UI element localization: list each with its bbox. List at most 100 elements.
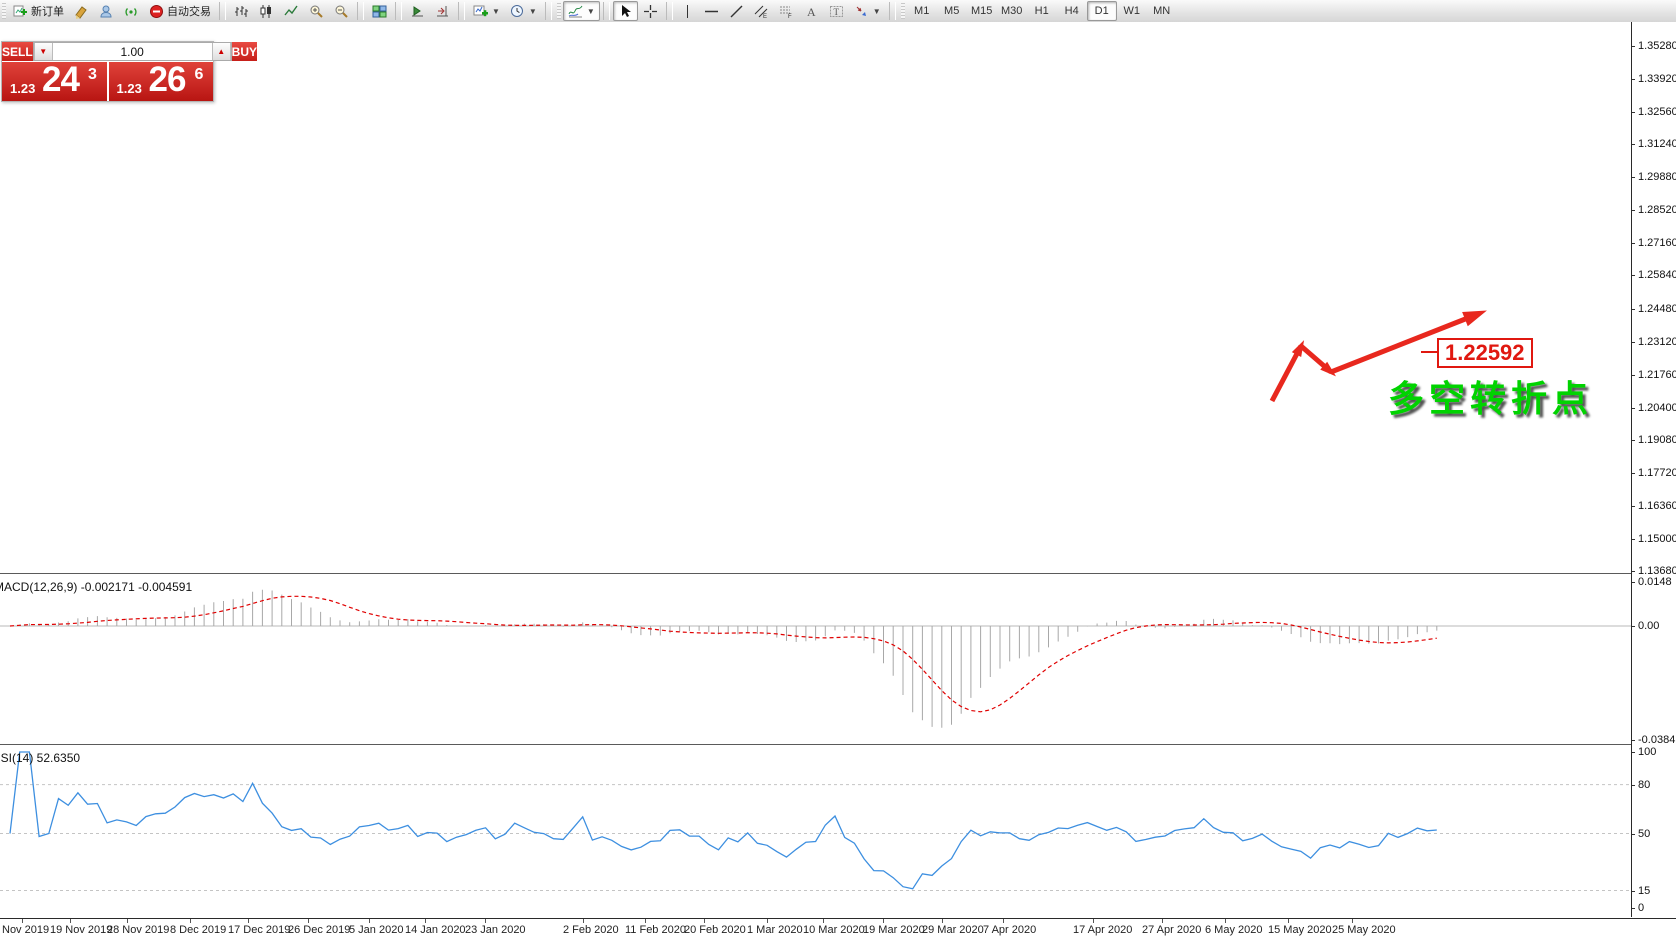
new-order-button[interactable]: 新订单 [8, 1, 69, 21]
axis-tick [1632, 539, 1635, 540]
line-chart-button[interactable] [279, 1, 304, 21]
candlestick-chart-button[interactable] [254, 1, 279, 21]
date-tick [127, 919, 128, 923]
axis-tick [1632, 46, 1635, 47]
timeframe-H1[interactable]: H1 [1034, 5, 1049, 17]
horizontal-line-icon [704, 10, 718, 12]
main-toolbar: 新订单 自动交易 [0, 0, 1676, 23]
timeframe-MN[interactable]: MN [1153, 5, 1171, 17]
sell-price-big: 24 [42, 62, 80, 99]
date-label: 17 Dec 2019 [228, 924, 291, 936]
autotrade-icon [150, 4, 163, 18]
period-selector-button[interactable]: ▼ [505, 1, 542, 21]
tile-windows-button[interactable] [367, 1, 392, 21]
toolbar-grip[interactable] [556, 3, 561, 19]
volume-input[interactable] [52, 43, 212, 60]
equidistant-channel-icon: E [754, 5, 768, 19]
svg-text:F: F [788, 14, 792, 19]
text-label-button[interactable]: T [824, 1, 849, 21]
zoom-out-button[interactable] [329, 1, 354, 21]
volume-up-button[interactable]: ▲ [211, 43, 231, 60]
buy-button[interactable]: BUY [231, 42, 258, 61]
brush-button[interactable] [69, 1, 94, 21]
macd-tick-0.0148: 0.0148 [1638, 576, 1672, 589]
equidistant-channel-button[interactable]: E [749, 1, 774, 21]
trendline-button[interactable] [724, 1, 749, 21]
date-tick [583, 919, 584, 923]
zoom-in-button[interactable] [304, 1, 329, 21]
timeframe-H4[interactable]: H4 [1064, 5, 1079, 17]
new-order-label: 新订单 [31, 6, 64, 18]
date-label: 5 Jan 2020 [349, 924, 404, 936]
fibonacci-button[interactable]: F [774, 1, 799, 21]
price-tick-1.13680: 1.13680 [1638, 565, 1676, 578]
arrows-button[interactable]: ▼ [849, 1, 886, 21]
text-label-icon: T [829, 5, 843, 17]
bar-chart-button[interactable] [229, 1, 254, 21]
price-axis[interactable]: 1.250041.242271.232431.225921.216931.208… [1631, 22, 1676, 917]
timeframe-W1[interactable]: W1 [1123, 5, 1140, 17]
level-line-1.24227[interactable] [0, 314, 1631, 316]
macd-indicator-panel[interactable] [0, 577, 1631, 743]
date-label: 26 Dec 2019 [288, 924, 351, 936]
chart-shift-button[interactable] [430, 1, 455, 21]
autotrade-button[interactable]: 自动交易 [144, 1, 216, 21]
buy-price-box[interactable]: 1.23 26 6 [108, 62, 213, 101]
toolbar-grip[interactable] [2, 3, 6, 19]
timeframe-D1[interactable]: D1 [1086, 1, 1117, 21]
level-line-1.25004[interactable] [0, 295, 1631, 296]
chevron-down-icon: ▼ [528, 6, 537, 16]
crosshair-icon [643, 4, 657, 18]
timeframe-M5[interactable]: M5 [944, 5, 960, 17]
support-price-label: 1.22592 [1437, 338, 1533, 368]
horizontal-line-button[interactable] [699, 1, 724, 21]
toolbar-separator [395, 2, 402, 20]
crosshair-button[interactable] [638, 1, 663, 21]
level-line-1.21693[interactable] [0, 375, 1631, 377]
date-tick [1352, 919, 1353, 923]
svg-text:T: T [833, 7, 839, 17]
auto-scroll-icon [412, 5, 423, 16]
rsi-indicator-panel[interactable] [0, 748, 1631, 917]
axis-tick [1632, 341, 1635, 343]
signal-icon [125, 7, 137, 16]
timeframe-M15[interactable]: M15 [970, 5, 993, 17]
level-line-1.23243[interactable] [0, 338, 1631, 339]
date-tick [485, 919, 486, 923]
line-chart-icon [284, 5, 298, 15]
sell-button[interactable]: SELL [2, 42, 33, 61]
timeframe-M1[interactable]: M1 [914, 5, 930, 17]
indicators-list-button[interactable]: ▼ [562, 1, 600, 21]
toolbar-separator [665, 2, 673, 20]
price-tick-1.27160: 1.27160 [1638, 237, 1676, 250]
timeframe-M30[interactable]: M30 [1000, 5, 1023, 17]
price-tick-1.31240: 1.31240 [1638, 138, 1676, 151]
date-label: 14 Jan 2020 [405, 924, 466, 936]
rsi-tick-0: 0 [1638, 902, 1645, 914]
date-tick [425, 919, 426, 923]
axis-tick [1632, 740, 1635, 742]
toolbar-grip[interactable] [900, 3, 905, 19]
vertical-line-button[interactable] [676, 1, 699, 21]
text-button[interactable]: A [799, 1, 824, 21]
main-price-chart[interactable] [0, 22, 1631, 574]
axis-tick [1632, 275, 1635, 277]
cursor-icon [621, 4, 631, 17]
trendline-icon [730, 5, 743, 17]
cursor-button[interactable] [612, 1, 638, 21]
date-label: 19 Nov 2019 [50, 924, 113, 936]
publisher-button[interactable] [94, 1, 119, 21]
auto-scroll-button[interactable] [405, 1, 430, 21]
axis-tick [1632, 833, 1635, 835]
rsi-line [9, 751, 1437, 890]
date-tick [767, 919, 768, 923]
volume-down-button[interactable]: ▼ [33, 43, 53, 60]
new-chart-button[interactable]: ▼ [468, 1, 505, 21]
sell-price-box[interactable]: 1.23 24 3 [2, 62, 107, 101]
vertical-line-icon [686, 4, 688, 18]
signal-button[interactable] [119, 1, 144, 21]
level-line-1.20835[interactable] [0, 396, 1631, 398]
candlestick-chart-icon [260, 4, 271, 18]
date-axis[interactable]: Nov 2019 19 Nov 2019 28 Nov 2019 8 Dec 2019… [0, 918, 1676, 939]
